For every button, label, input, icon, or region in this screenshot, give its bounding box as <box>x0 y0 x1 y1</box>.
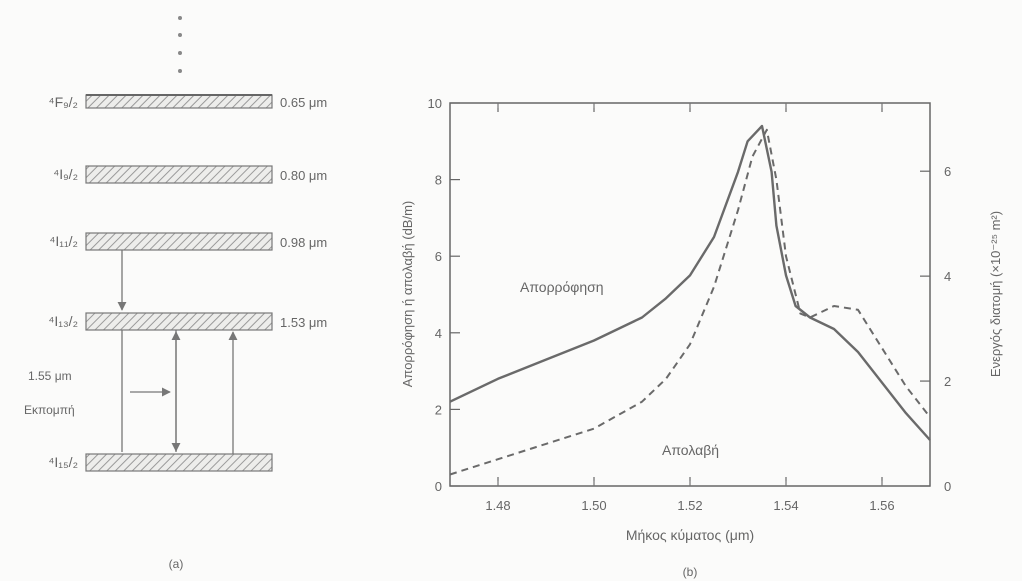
level-wavelength: 0.98 μm <box>280 235 327 250</box>
x-tick-label: 1.52 <box>677 498 702 513</box>
y-left-tick-label: 8 <box>435 173 442 188</box>
emission-label-line2: Εκπομπή <box>24 403 75 417</box>
x-tick-label: 1.56 <box>869 498 894 513</box>
axis-ticks: 1.48 1.50 1.52 1.54 1.56 0 2 4 6 8 10 0 2 4 6 <box>428 96 952 513</box>
y-right-tick-label: 4 <box>944 269 951 284</box>
y-axis-right-label: Ενεργός διατομή (×10⁻²⁵ m²) <box>988 211 1003 377</box>
energy-level-4i11-2: ⁴I₁₁/₂ 0.98 μm <box>49 232 327 251</box>
level-wavelength: 0.65 μm <box>280 95 327 110</box>
level-label: ⁴F₉/₂ <box>49 94 78 110</box>
level-label: ⁴I₁₃/₂ <box>48 313 78 329</box>
level-label: ⁴I₁₁/₂ <box>49 233 78 249</box>
annotation-gain: Απολαβή <box>662 442 719 458</box>
level-label: ⁴I₁₅/₂ <box>48 454 78 470</box>
y-left-tick-label: 4 <box>435 326 442 341</box>
x-tick-label: 1.48 <box>485 498 510 513</box>
panel-a-caption: (a) <box>169 557 184 571</box>
x-tick-label: 1.50 <box>581 498 606 513</box>
y-left-tick-label: 0 <box>435 479 442 494</box>
transition-arrows <box>117 250 238 454</box>
energy-level-4i13-2: ⁴I₁₃/₂ 1.53 μm <box>48 312 327 331</box>
continuation-dots <box>178 16 182 73</box>
emission-label-line1: 1.55 μm <box>28 369 72 383</box>
gain-curve <box>449 128 931 476</box>
x-tick-label: 1.54 <box>773 498 798 513</box>
energy-level-4i9-2: ⁴I₉/₂ 0.80 μm <box>53 165 327 184</box>
y-left-tick-label: 2 <box>435 402 442 417</box>
y-right-tick-label: 0 <box>944 479 951 494</box>
absorption-curve <box>449 124 931 441</box>
level-wavelength: 1.53 μm <box>280 315 327 330</box>
y-right-tick-label: 6 <box>944 164 951 179</box>
energy-level-diagram: ⁴F₉/₂ 0.65 μm ⁴I₉/₂ 0.80 μm ⁴I₁₁/₂ 0.98 … <box>24 16 327 571</box>
annotation-absorption: Απορρόφηση <box>520 279 604 295</box>
series-layer <box>449 124 931 476</box>
level-label: ⁴I₉/₂ <box>53 166 78 182</box>
panel-b-caption: (b) <box>683 565 698 579</box>
spectrum-chart: 1.48 1.50 1.52 1.54 1.56 0 2 4 6 8 10 0 2 4 6 Μήκος κύ… <box>400 96 1003 579</box>
y-axis-left-label: Απορρόφηση ή απολαβή (dB/m) <box>400 201 415 388</box>
y-left-tick-label: 6 <box>435 249 442 264</box>
y-left-tick-label: 10 <box>428 96 442 111</box>
x-axis-label: Μήκος κύματος (μm) <box>626 527 754 543</box>
level-wavelength: 0.80 μm <box>280 168 327 183</box>
energy-level-4f9-2: ⁴F₉/₂ 0.65 μm <box>49 94 327 110</box>
energy-level-4i15-2: ⁴I₁₅/₂ <box>48 453 273 472</box>
y-right-tick-label: 2 <box>944 374 951 389</box>
